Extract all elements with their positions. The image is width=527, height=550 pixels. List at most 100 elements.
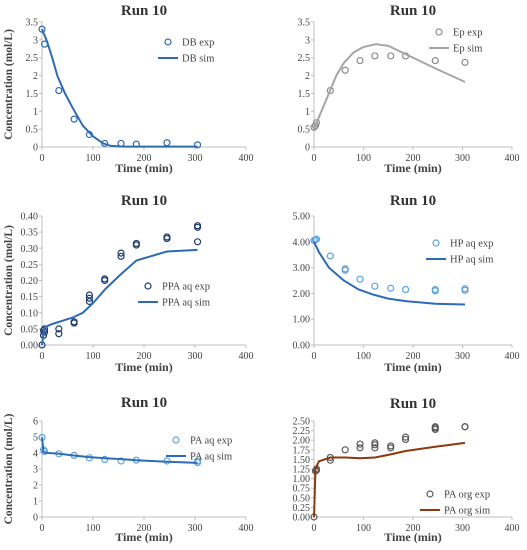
legend-entry: PA aq sim [190,452,232,463]
y-axis-label: Concentration (mol/L) [3,29,15,140]
series-line [41,437,198,464]
y-tick-label: 1.5 [298,89,311,100]
y-tick-label: 0.15 [21,292,39,303]
data-point [356,56,364,65]
data-point [341,266,349,274]
x-tick-label: 400 [239,351,254,362]
x-tick-label: 300 [455,153,470,164]
data-point [401,285,410,294]
data-point [132,239,140,248]
y-tick-label: 1 [33,497,38,508]
legend-marker-swatch [144,282,152,290]
legend: DB exp DB sim [158,38,214,65]
data-point [371,444,379,452]
x-tick-label: 100 [86,351,101,362]
chart-title: Run 10 [390,3,436,19]
y-tick-label: 0.5 [298,125,311,136]
data-point [461,285,469,293]
legend-entry: PPA aq sim [162,298,210,309]
data-point [387,52,395,60]
data-point [341,446,349,454]
y-tick-label: 2.50 [293,417,311,428]
data-point [193,238,202,246]
x-axis-label: Time (min) [115,161,172,175]
y-tick-label: 0.30 [21,244,39,255]
series-ppa-aq-exp [38,222,202,349]
y-tick-label: 1.50 [293,455,311,466]
y-tick-label: 0 [33,513,38,524]
y-tick-label: 0.20 [21,276,39,287]
series-db-sim [41,28,198,148]
legend-marker-swatch [432,239,440,247]
series-pa-aq-exp [38,433,202,467]
legend-entry: HP aq sim [450,255,493,266]
data-point [117,252,125,260]
legend-entry: DB exp [182,38,214,49]
legend-marker-swatch [435,28,443,36]
data-point [85,291,94,299]
x-axis-label: Time (min) [384,360,441,374]
x-tick-label: 300 [455,523,470,534]
legend-marker-swatch [164,38,172,46]
data-point [193,222,202,230]
x-tick-label: 300 [455,351,470,362]
chart-panel-5: 0 100 200 300 400 0 1 2 3 4 5 6 Run 10 Time (min) Conc… [3,395,254,544]
data-point [431,285,439,294]
data-point [431,56,439,65]
x-tick-label: 200 [137,523,152,534]
y-tick-label: 0.05 [21,324,39,335]
data-point [117,249,125,257]
data-point [371,52,379,60]
y-tick-label: 0.00 [293,513,311,524]
data-point [38,25,46,33]
legend: PPA aq exp PPA aq sim [138,282,210,309]
y-axis-label: Concentration (mol/L) [3,413,15,524]
data-point [387,284,395,292]
legend-marker-swatch [172,436,180,444]
data-point [85,294,94,302]
data-point [70,318,78,326]
data-point [163,139,171,147]
x-tick-label: 300 [188,523,203,534]
series-hp-aq-exp [310,235,469,295]
legend: HP aq exp HP aq sim [426,239,493,266]
x-axis-label: Time (min) [384,530,441,544]
series-line [313,241,466,306]
legend-entry: Ep exp [453,28,482,39]
chart-panel-1: 0 100 200 300 400 0 0.5 1 1.5 2 2.5 3 3.5 Run 10 Time … [3,3,254,175]
data-point [461,58,469,66]
x-tick-label: 100 [356,523,371,534]
x-tick-label: 100 [86,153,101,164]
y-tick-label: 3.5 [298,18,311,29]
chart-panel-4: 0 100 200 300 400 0.00 1.00 2.00 3.00 4.00 5.00 Run… [293,193,520,374]
x-tick-label: 400 [239,523,254,534]
series-pa-org-exp [310,423,469,521]
legend: Ep exp Ep sim [429,28,482,55]
x-tick-label: 200 [137,351,152,362]
data-point [356,444,364,452]
series-line [313,43,466,130]
x-tick-label: 300 [188,351,203,362]
data-point [117,457,125,465]
y-tick-label: 0.75 [293,484,311,495]
x-tick-label: 200 [406,523,421,534]
y-tick-label: 0.40 [21,212,39,223]
legend-entry: HP aq exp [450,239,493,250]
y-tick-label: 5.00 [293,212,311,223]
y-tick-label: 4 [33,449,38,460]
x-tick-label: 200 [137,153,152,164]
y-tick-label: 0.35 [21,228,39,239]
data-point [326,252,334,260]
y-tick-label: 1.25 [293,465,311,476]
y-tick-label: 3 [33,465,38,476]
data-point [55,325,63,333]
data-point [401,435,410,444]
series-hp-aq-sim [313,241,466,306]
chart-panel-6: 0 100 200 300 400 0.000.250.500.751.001.251.5… [293,396,520,544]
x-tick-label: 0 [312,153,317,164]
x-tick-label: 400 [239,153,254,164]
series-pa-org-sim [313,441,466,518]
chart-panel-2: 0 100 200 300 400 0 0.5 1 1.5 2 2.5 3 3.5 Run 10 Time … [298,3,520,175]
y-tick-label: 1.75 [293,445,311,456]
